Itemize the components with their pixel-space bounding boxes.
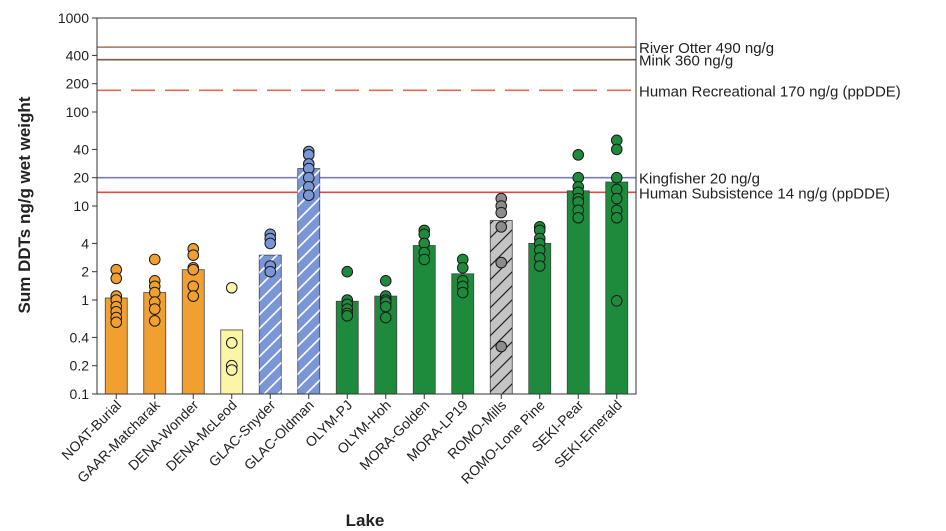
data-point <box>187 249 200 261</box>
data-point <box>379 300 392 313</box>
data-point <box>225 281 238 294</box>
data-point <box>495 206 508 219</box>
y-tick-label: 2 <box>81 264 89 280</box>
data-point <box>610 295 623 307</box>
data-point <box>495 256 508 269</box>
data-point <box>148 253 161 266</box>
plot-area <box>96 17 637 395</box>
data-point <box>341 309 354 322</box>
y-tick-label: 0.2 <box>70 358 90 374</box>
y-tick-label: 10 <box>73 198 89 214</box>
data-point <box>610 171 623 184</box>
data-point <box>110 272 123 285</box>
data-point <box>187 280 200 293</box>
bar <box>412 245 436 395</box>
y-axis-label: Sum DDTs ng/g wet weight <box>15 96 34 313</box>
data-point <box>418 253 431 266</box>
data-point <box>379 275 392 287</box>
data-point <box>148 286 161 299</box>
y-tick-label: 0.1 <box>70 386 90 402</box>
threshold-label: River Otter 490 ng/g <box>639 40 774 57</box>
data-point <box>225 337 238 349</box>
y-tick-label: 1 <box>81 292 89 308</box>
data-point <box>302 189 315 202</box>
data-point <box>110 316 123 329</box>
data-points <box>110 134 623 376</box>
bar-hatch <box>259 255 282 394</box>
data-point <box>379 311 392 324</box>
y-tick-label: 40 <box>73 141 89 157</box>
data-point <box>572 149 585 161</box>
data-point <box>264 237 277 250</box>
bars <box>104 168 629 395</box>
y-tick-label: 1000 <box>58 10 89 26</box>
x-tick-label: SEKI-Emerald <box>551 397 625 471</box>
y-axis: 0.1 0.2 0.4 1 2 4 10 20 40 100 200 400 1000 <box>58 10 97 402</box>
data-point <box>495 221 508 233</box>
threshold-label: Mink 360 ng/g <box>639 53 733 70</box>
y-tick-label: 100 <box>66 104 90 120</box>
data-point <box>456 286 469 299</box>
x-axis-label: Lake <box>346 511 385 530</box>
y-tick-label: 200 <box>66 76 90 92</box>
y-tick-label: 4 <box>81 235 89 251</box>
data-point <box>187 263 200 276</box>
threshold-label: Human Recreational 170 ng/g (ppDDE) <box>639 83 901 100</box>
data-point <box>533 260 546 272</box>
data-point <box>148 315 161 327</box>
data-point <box>495 340 508 353</box>
y-tick-label: 0.4 <box>70 329 90 345</box>
y-tick-label: 20 <box>73 170 89 186</box>
data-point <box>341 265 354 278</box>
x-axis: NOAT-BurialGAAR-MatcharakDENA-WonderDENA… <box>58 394 625 487</box>
data-point <box>610 211 623 224</box>
data-point <box>456 262 469 274</box>
data-point <box>572 211 585 224</box>
data-point <box>610 192 623 205</box>
bar-hatch <box>490 220 513 394</box>
data-point <box>187 290 200 302</box>
threshold-label: Kingfisher 20 ng/g <box>639 171 760 188</box>
y-tick-label: 400 <box>66 47 90 63</box>
data-point <box>610 143 623 156</box>
data-point <box>225 364 238 376</box>
data-point <box>148 303 161 315</box>
x-tick-label: GLAC-Snyder <box>205 397 278 470</box>
bar-hatch <box>297 168 320 394</box>
data-point <box>264 265 277 278</box>
threshold-label: Human Subsistence 14 ng/g (ppDDE) <box>639 185 890 202</box>
